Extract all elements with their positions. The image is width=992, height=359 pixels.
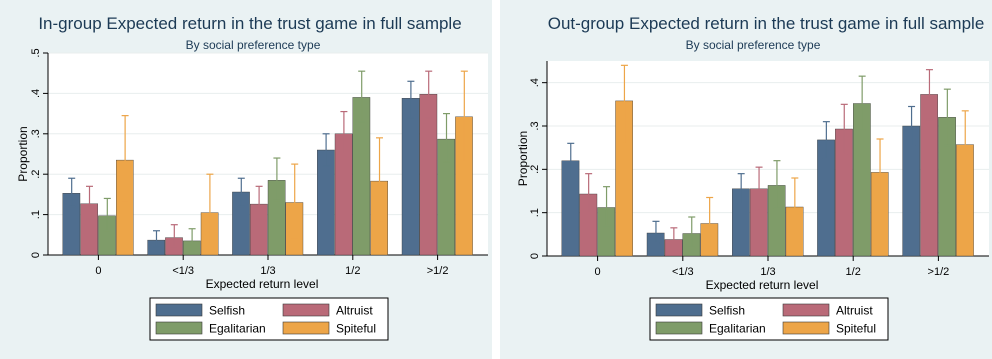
x-tick-label: >1/2 <box>427 265 449 277</box>
x-tick-label: >1/2 <box>928 266 950 278</box>
legend-label-selfish: Selfish <box>709 304 745 318</box>
x-tick-label: <1/3 <box>672 266 694 278</box>
chart-subtitle: By social preference type <box>186 38 321 52</box>
x-tick-label: <1/3 <box>172 265 194 277</box>
in-group-panel: In-group Expected return in the trust ga… <box>0 0 492 359</box>
legend-swatch-selfish <box>155 303 203 317</box>
y-tick-label: .3 <box>30 129 42 138</box>
x-tick-label: 1/2 <box>345 265 360 277</box>
out-group-panel: Out-group Expected return in the trust g… <box>500 0 992 359</box>
chart-title: Out-group Expected return in the trust g… <box>548 14 985 33</box>
x-axis-label: Expected return level <box>706 278 819 292</box>
legend-label-egalitarian: Egalitarian <box>709 322 766 336</box>
x-axis-label: Expected return level <box>206 277 319 291</box>
legend-swatch-spiteful <box>782 321 830 335</box>
legend-label-egalitarian: Egalitarian <box>209 322 266 336</box>
chart-title: In-group Expected return in the trust ga… <box>38 14 461 33</box>
legend-swatch-selfish <box>655 303 703 317</box>
legend-swatch-egalitarian <box>655 321 703 335</box>
legend-label-selfish: Selfish <box>209 304 245 318</box>
x-tick-label: 0 <box>95 265 101 277</box>
y-tick-label: .5 <box>30 48 42 57</box>
y-tick-label: .2 <box>30 170 42 179</box>
legend-label-altruist: Altruist <box>836 304 873 318</box>
out-group-chart: Out-group Expected return in the trust g… <box>516 14 989 341</box>
legend-swatch-spiteful <box>282 321 330 335</box>
legend-label-spiteful: Spiteful <box>836 322 876 336</box>
y-tick-label: .2 <box>529 165 541 174</box>
x-tick-label: 1/3 <box>760 266 775 278</box>
y-tick-label: .4 <box>30 89 42 98</box>
legend-swatch-egalitarian <box>155 321 203 335</box>
y-tick-label: 0 <box>529 253 541 259</box>
bar-altruist <box>419 93 438 256</box>
y-tick-label: 0 <box>30 252 42 258</box>
y-axis-label: Proportion <box>16 126 30 181</box>
x-tick-label: 0 <box>595 266 601 278</box>
x-tick-label: 1/3 <box>260 265 275 277</box>
y-tick-label: .1 <box>529 208 541 217</box>
legend-label-altruist: Altruist <box>336 304 373 318</box>
bar-selfish <box>401 97 420 256</box>
chart-subtitle: By social preference type <box>686 38 821 52</box>
y-axis-label: Proportion <box>516 131 530 186</box>
in-group-chart: In-group Expected return in the trust ga… <box>16 14 488 341</box>
y-tick-label: .3 <box>529 121 541 130</box>
y-tick-label: .4 <box>529 78 541 87</box>
legend-swatch-altruist <box>782 303 830 317</box>
legend-label-spiteful: Spiteful <box>336 322 376 336</box>
y-tick-label: .1 <box>30 210 42 219</box>
legend-swatch-altruist <box>282 303 330 317</box>
x-tick-label: 1/2 <box>846 266 861 278</box>
